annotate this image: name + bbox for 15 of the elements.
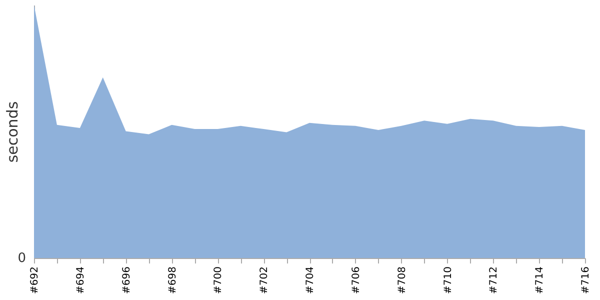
text: 0 [18, 251, 26, 266]
y-axis-title: seconds [4, 101, 22, 163]
x-tick-label: #704 [305, 266, 316, 294]
x-tick-label: #702 [259, 266, 270, 294]
x-tick-label: #692 [30, 266, 40, 294]
x-tick-label: #712 [488, 266, 500, 294]
x-tick-label: #700 [213, 266, 224, 294]
x-tick-label: #698 [167, 266, 178, 294]
x-tick-label: #694 [75, 266, 86, 294]
x-tick-label: #716 [580, 266, 592, 294]
x-tick-label: #696 [121, 266, 132, 294]
x-tick-label: #714 [534, 266, 546, 294]
x-tick-label: #708 [396, 266, 408, 294]
x-tick-label: #706 [350, 266, 362, 294]
x-tick-label: #710 [442, 266, 454, 294]
